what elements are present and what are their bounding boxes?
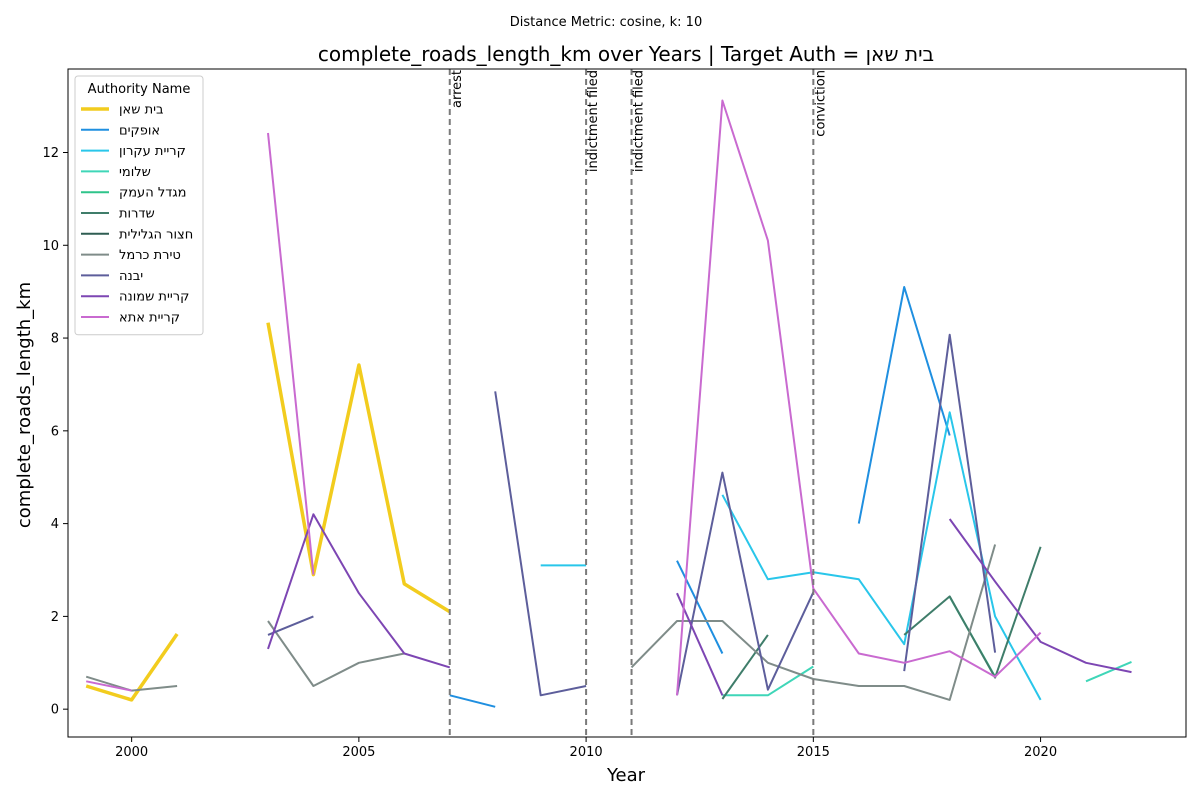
- x-tick-label-0: 2000: [115, 745, 148, 760]
- chart-title: complete_roads_length_km over Years | Ta…: [318, 42, 934, 66]
- legend-title: Authority Name: [88, 82, 191, 97]
- series-line-0-segment-0: [85, 633, 179, 702]
- plot-area: arrest indictment filed indictment filed co…: [85, 69, 1132, 737]
- series-line-7-segment-1: [267, 620, 405, 687]
- series-line-8-segment-0: [267, 615, 314, 636]
- series-line-10-segment-1: [267, 132, 315, 575]
- legend-item-9: קריית שמונה: [119, 290, 189, 305]
- legend-box: [74, 75, 204, 336]
- legend-item-5: שדרות: [119, 207, 155, 222]
- legend-item-4: מגדל העמק: [119, 186, 187, 201]
- series-line-9-segment-1: [676, 592, 724, 696]
- legend-item-10: קריית אתא: [119, 311, 180, 326]
- event-label-3: conviction: [813, 70, 828, 137]
- x-tick-label-3: 2015: [797, 745, 830, 760]
- series-line-1-segment-2: [857, 286, 951, 524]
- event-label-0: arrest: [450, 70, 465, 108]
- x-tick-label-4: 2020: [1024, 745, 1057, 760]
- x-tick-label-2: 2010: [570, 745, 603, 760]
- legend: Authority Name בית שאן אופקים קריית עקרון של…: [74, 75, 204, 336]
- axes-frame: [67, 68, 1187, 738]
- legend-item-2: קריית עקרון: [119, 144, 186, 159]
- y-axis-label: complete_roads_length_km: [14, 282, 35, 528]
- y-tick-label-0: 0: [51, 703, 59, 718]
- y-tick-label-4: 8: [51, 332, 59, 347]
- series-line-10-segment-2: [676, 99, 1042, 696]
- y-tick-label-3: 6: [51, 424, 59, 439]
- axes: 2000 2005 2010 2015 2020 0 2 4 6 8 10 12: [42, 68, 1187, 760]
- legend-item-1: אופקים: [119, 123, 160, 138]
- series-line-10-segment-0: [85, 680, 132, 692]
- legend-item-3: שלומי: [119, 165, 151, 180]
- y-tick-label-5: 10: [42, 239, 59, 254]
- series-line-8-segment-2: [676, 471, 815, 696]
- series-line-1-segment-0: [449, 694, 496, 708]
- legend-item-0: בית שאן: [119, 103, 164, 118]
- y-tick-label-6: 12: [42, 146, 59, 161]
- y-tick-label-1: 2: [51, 610, 59, 625]
- legend-item-6: חצור הגלילית: [119, 227, 193, 242]
- x-axis-label: Year: [606, 765, 646, 786]
- y-tick-label-2: 4: [51, 517, 59, 532]
- series-line-8-segment-3: [903, 333, 997, 672]
- series-line-0-segment-1: [266, 322, 451, 614]
- series-line-5-segment-0: [721, 634, 769, 700]
- legend-item-8: יבנה: [119, 269, 143, 284]
- x-tick-label-1: 2005: [342, 745, 375, 760]
- event-label-1: indictment filed: [586, 70, 601, 172]
- series-line-3-segment-0: [722, 665, 814, 697]
- series-line-9-segment-2: [948, 518, 1132, 674]
- chart-subtitle: Distance Metric: cosine, k: 10: [510, 15, 702, 30]
- series-line-9-segment-0: [267, 513, 451, 669]
- series-line-1-segment-1: [676, 560, 724, 654]
- series-line-8-segment-1: [494, 391, 587, 697]
- series-line-2-segment-1: [721, 411, 1042, 701]
- legend-item-7: טירת כרמל: [119, 248, 181, 263]
- series-line-3-segment-1: [1085, 660, 1132, 683]
- event-label-2: indictment filed: [632, 70, 647, 172]
